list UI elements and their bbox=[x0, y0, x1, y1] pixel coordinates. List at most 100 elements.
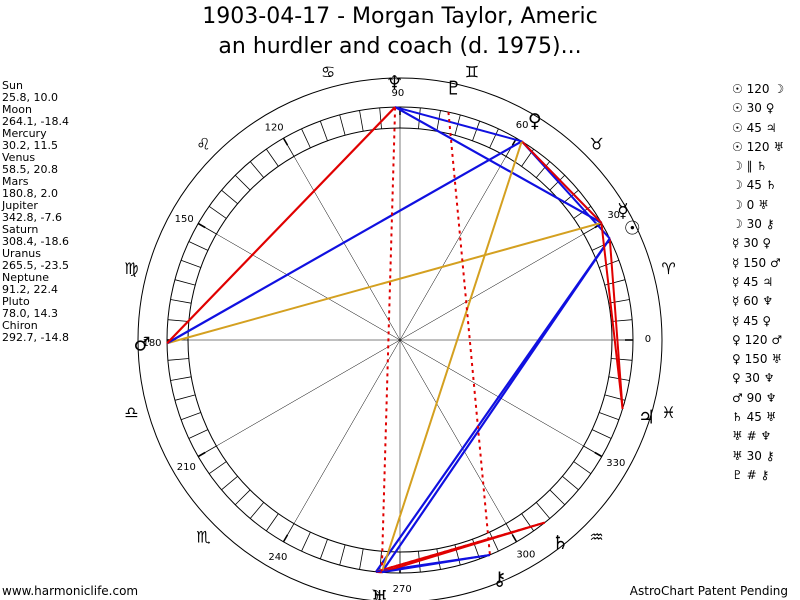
aspect-planet-glyph: ♀ bbox=[762, 236, 772, 251]
zodiac-sign-glyph: ♈ bbox=[661, 259, 675, 278]
planet-name: Venus bbox=[2, 151, 36, 164]
aspect-planet-glyph: ☉ bbox=[732, 139, 743, 154]
aspect-planet-glyph: ♅ bbox=[732, 448, 743, 463]
planet-glyph: ♄ bbox=[552, 532, 569, 554]
aspect-planet-glyph: ⚷ bbox=[765, 448, 775, 463]
degree-tick bbox=[418, 107, 421, 129]
aspect-planet-glyph: ♂ bbox=[732, 390, 743, 405]
degree-tick bbox=[535, 502, 551, 519]
degree-tick bbox=[591, 429, 612, 439]
degree-tick bbox=[319, 539, 328, 560]
spoke-line bbox=[216, 233, 401, 341]
zodiac-sign-glyph: ♒ bbox=[589, 528, 603, 547]
zodiac-sign-glyph: ♊ bbox=[465, 62, 479, 81]
aspect-planet-glyph: ♂ bbox=[771, 332, 783, 347]
degree-label: 150 bbox=[175, 214, 194, 225]
aspect-planet-glyph: ♅ bbox=[765, 410, 777, 425]
aspect-row: ♀ 150 ♅ bbox=[732, 350, 784, 369]
degree-tick bbox=[573, 461, 592, 474]
aspect-planet-glyph: ⚷ bbox=[765, 217, 775, 232]
aspect-planet-glyph: ☿ bbox=[732, 274, 740, 289]
aspect-row: ☉ 120 ♅ bbox=[732, 138, 784, 157]
degree-tick bbox=[489, 128, 499, 149]
aspect-angle: # bbox=[746, 467, 757, 482]
aspect-line bbox=[381, 521, 546, 574]
degree-tick bbox=[180, 412, 201, 421]
planet-name: Mars bbox=[2, 175, 29, 188]
aspect-row: ☽ 0 ♅ bbox=[732, 196, 784, 215]
aspect-planet-glyph: ☽ bbox=[732, 159, 743, 174]
aspect-angle: 30 bbox=[746, 101, 762, 116]
planet-name: Chiron bbox=[2, 319, 38, 332]
aspect-line bbox=[600, 222, 624, 410]
planet-glyph: ⚷ bbox=[493, 568, 507, 590]
planet-glyph: ☉ bbox=[624, 218, 641, 240]
aspect-angle: 45 bbox=[743, 313, 759, 328]
spoke-line bbox=[293, 156, 401, 341]
degree-label: 240 bbox=[268, 552, 287, 563]
degree-tick bbox=[319, 120, 328, 141]
title-line-2: an hurdler and coach (d. 1975)... bbox=[218, 34, 582, 59]
planet-name: Neptune bbox=[2, 271, 50, 284]
aspect-planet-glyph: ☉ bbox=[732, 120, 743, 135]
aspect-planet-glyph: ♀ bbox=[765, 101, 775, 116]
degree-label: 90 bbox=[391, 88, 404, 99]
degree-tick bbox=[208, 206, 227, 219]
degree-tick bbox=[266, 148, 279, 167]
degree-tick bbox=[472, 120, 481, 141]
aspect-angle: 45 bbox=[746, 410, 762, 425]
planet-position: 58.5, 20.8 bbox=[2, 163, 58, 176]
degree-tick bbox=[249, 502, 265, 519]
website-url[interactable]: www.harmoniclife.com bbox=[2, 584, 139, 598]
aspect-row: ♄ 45 ♅ bbox=[732, 408, 784, 427]
aspect-planet-glyph: ☉ bbox=[732, 101, 743, 116]
degree-tick bbox=[174, 279, 196, 286]
aspect-planet-glyph: ♀ bbox=[732, 352, 741, 367]
degree-label: 270 bbox=[393, 584, 412, 595]
aspect-angle: 30 bbox=[744, 371, 760, 386]
planet-position: 91.2, 22.4 bbox=[2, 283, 58, 296]
aspect-planet-glyph: ♇ bbox=[732, 467, 743, 482]
aspect-angle: 120 bbox=[746, 82, 770, 96]
degree-tick bbox=[249, 161, 265, 178]
aspect-planet-glyph: ☿ bbox=[732, 313, 740, 328]
degree-tick-major bbox=[511, 534, 518, 543]
degree-tick bbox=[208, 461, 227, 474]
aspect-line bbox=[608, 238, 624, 409]
degree-tick bbox=[436, 110, 441, 132]
planet-name: Jupiter bbox=[2, 199, 38, 212]
degree-tick bbox=[266, 513, 279, 532]
aspect-planet-glyph: ♀ bbox=[732, 371, 741, 386]
degree-tick bbox=[549, 174, 566, 191]
degree-tick bbox=[521, 513, 534, 532]
zodiac-sign-glyph: ♎ bbox=[124, 403, 138, 422]
aspect-planet-glyph: ☽ bbox=[732, 178, 743, 193]
degree-tick bbox=[549, 489, 566, 506]
spoke-line bbox=[216, 339, 401, 447]
planet-name: Pluto bbox=[2, 295, 30, 308]
degree-tick bbox=[170, 376, 192, 381]
title-line-1: 1903-04-17 - Morgan Taylor, Americ bbox=[202, 4, 598, 29]
aspect-angle: 30 bbox=[746, 217, 762, 232]
planet-glyph: ♅ bbox=[371, 587, 388, 600]
planet-name: Saturn bbox=[2, 223, 39, 236]
degree-tick bbox=[167, 358, 189, 361]
aspect-row: ☽ 30 ⚷ bbox=[732, 215, 784, 234]
aspect-row: ☉ 30 ♀ bbox=[732, 99, 784, 118]
planet-position: 180.8, 2.0 bbox=[2, 187, 58, 200]
planet-position-list: Sun 25.8, 10.0 Moon 264.1, -18.4 Mercury 30.2… bbox=[2, 80, 69, 344]
degree-tick bbox=[611, 319, 633, 322]
aspect-row: ♂ 90 ♆ bbox=[732, 389, 784, 408]
degree-tick bbox=[535, 161, 551, 178]
planet-name: Sun bbox=[2, 79, 23, 92]
aspect-planet-glyph: ♅ bbox=[732, 429, 743, 444]
degree-label: 330 bbox=[606, 458, 625, 469]
aspect-angle: 90 bbox=[746, 390, 762, 405]
aspect-planet-glyph: ⚷ bbox=[760, 467, 770, 482]
aspect-angle: 60 bbox=[743, 294, 759, 309]
aspect-row: ♅ # ♆ bbox=[732, 427, 784, 446]
aspect-planet-glyph: ♆ bbox=[763, 371, 775, 386]
aspect-planet-glyph: ♅ bbox=[773, 139, 785, 154]
degree-tick bbox=[301, 128, 311, 149]
